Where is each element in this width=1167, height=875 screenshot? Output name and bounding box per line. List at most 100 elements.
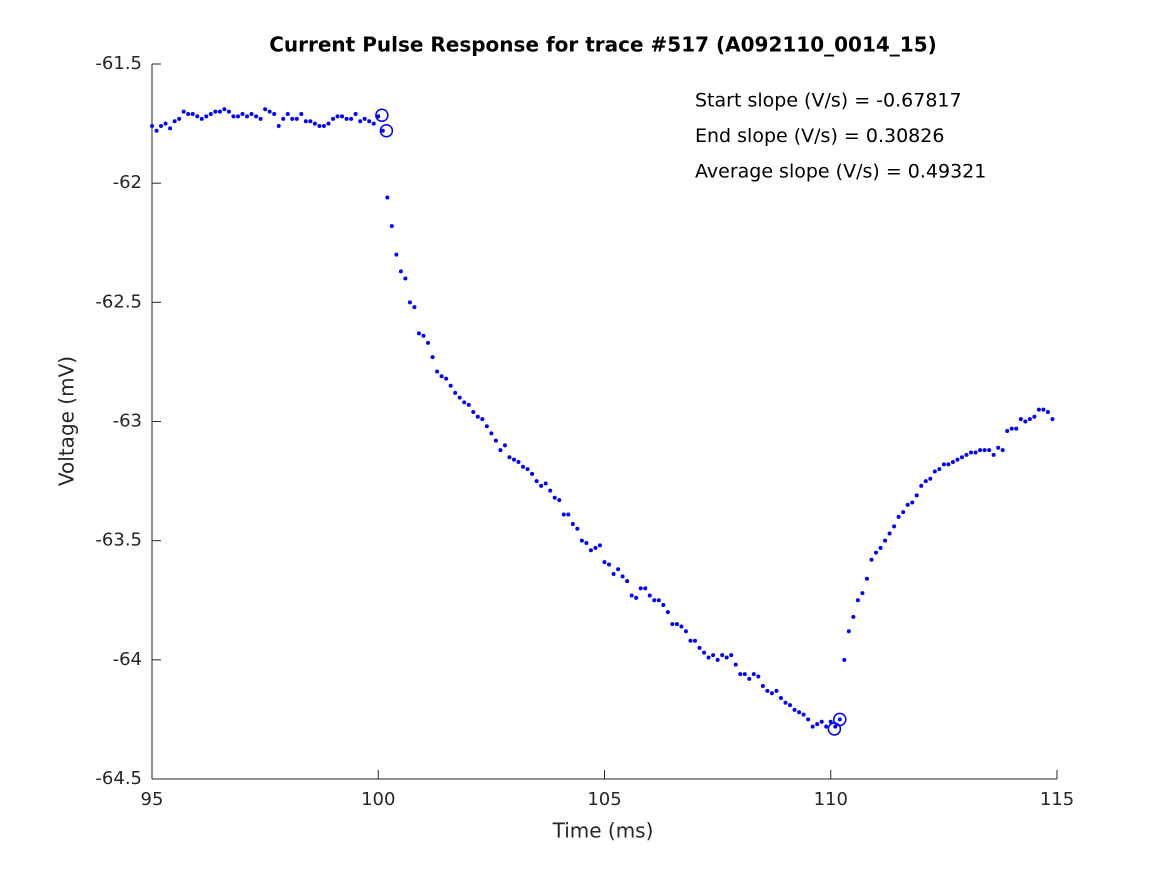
point (661, 603, 666, 608)
point (213, 109, 218, 114)
point (195, 114, 200, 119)
point (430, 355, 435, 360)
point (498, 448, 503, 453)
chart-title: Current Pulse Response for trace #517 (A… (269, 33, 937, 57)
point (738, 672, 743, 677)
point (317, 123, 322, 128)
point (978, 448, 983, 453)
point (380, 128, 385, 133)
point (240, 112, 245, 117)
point (190, 112, 195, 117)
point (1045, 409, 1050, 414)
point (1005, 429, 1010, 434)
point (258, 116, 263, 121)
point (769, 691, 774, 696)
point (693, 638, 697, 643)
y-tick-label: -61.5 (95, 53, 142, 74)
point (765, 688, 770, 693)
point (208, 112, 213, 117)
point (376, 114, 381, 119)
point (756, 674, 761, 679)
point (941, 462, 946, 467)
point (543, 481, 548, 486)
point (412, 305, 417, 310)
point (512, 457, 516, 462)
point (652, 598, 657, 603)
point (579, 538, 584, 543)
y-tick-label: -63 (113, 411, 142, 432)
point (231, 114, 236, 119)
point (634, 595, 639, 600)
point (403, 276, 408, 281)
point (674, 622, 679, 627)
point (1027, 417, 1032, 422)
y-axis-label: Voltage (mV) (55, 356, 79, 486)
point (819, 719, 824, 724)
point (864, 576, 869, 581)
point (801, 712, 806, 717)
point (815, 722, 820, 727)
point (607, 562, 612, 567)
point (398, 269, 403, 274)
point (290, 116, 295, 121)
point (720, 653, 725, 658)
point (294, 116, 299, 121)
point (702, 650, 707, 655)
point (896, 514, 901, 519)
point (1009, 426, 1014, 431)
point (824, 724, 829, 729)
point (475, 414, 480, 419)
point (643, 586, 648, 591)
point (426, 340, 431, 345)
point (285, 112, 290, 117)
point (326, 121, 331, 126)
point (181, 109, 186, 114)
point (955, 457, 960, 462)
point (493, 438, 498, 443)
point (303, 119, 308, 124)
point (435, 369, 440, 374)
marker-circle (375, 108, 389, 122)
point (593, 545, 598, 550)
point (991, 452, 996, 457)
point (584, 541, 589, 546)
point (783, 700, 788, 705)
point (851, 614, 856, 619)
point (697, 645, 702, 650)
point (905, 502, 910, 507)
point (724, 655, 729, 660)
annotation: Start slope (V/s) = -0.67817 (695, 90, 962, 112)
point (530, 471, 535, 476)
point (1050, 417, 1055, 422)
point (331, 116, 335, 121)
point (588, 548, 593, 553)
point (706, 655, 711, 660)
point (299, 112, 304, 117)
point (362, 116, 367, 121)
point (1023, 419, 1028, 424)
point (846, 629, 851, 634)
point (448, 383, 453, 388)
point (249, 112, 254, 117)
point (874, 550, 878, 555)
point (806, 717, 811, 722)
y-tick-label: -62.5 (95, 291, 142, 312)
point (439, 374, 444, 379)
point (778, 695, 783, 700)
point (525, 467, 530, 472)
x-axis-label: Time (ms) (552, 819, 654, 843)
point (371, 121, 376, 126)
point (150, 123, 154, 128)
point (946, 462, 951, 467)
point (774, 688, 779, 693)
point (394, 252, 399, 257)
x-tick-label: 110 (814, 789, 848, 810)
point (245, 114, 250, 119)
point (154, 128, 159, 133)
point (566, 512, 571, 517)
point (367, 119, 372, 124)
point (597, 543, 602, 548)
point (932, 469, 937, 474)
x-tick-label: 115 (1040, 789, 1074, 810)
